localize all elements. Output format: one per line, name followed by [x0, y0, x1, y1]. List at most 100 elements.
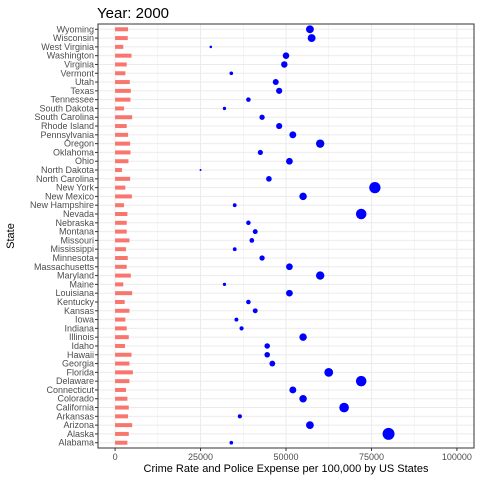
point: [316, 139, 325, 148]
point: [229, 440, 234, 445]
bar: [115, 71, 126, 76]
bar: [115, 88, 131, 93]
point: [252, 308, 258, 314]
x-axis: 0 25000 50000 75000 100000: [113, 448, 472, 462]
point: [232, 203, 237, 208]
y-tick-label: Connecticut: [46, 385, 94, 395]
bar: [115, 414, 129, 419]
bar: [115, 212, 128, 217]
bar: [115, 176, 131, 181]
y-tick-label: Georgia: [62, 359, 94, 369]
bar: [115, 387, 127, 392]
bar: [115, 379, 130, 384]
bar: [115, 220, 127, 225]
y-tick-label: Tennessee: [50, 95, 94, 105]
y-tick-label: Alabama: [58, 438, 94, 448]
bar: [115, 299, 125, 304]
point: [246, 97, 251, 102]
bar: [115, 106, 124, 111]
y-tick-label: New York: [56, 183, 95, 193]
point: [264, 343, 270, 349]
point: [222, 106, 227, 111]
y-tick-label: Iowa: [75, 315, 94, 325]
y-tick-label: Arkansas: [56, 411, 94, 421]
y-tick-label: Ohio: [75, 156, 94, 166]
point-series: [199, 25, 395, 445]
y-tick-label: Alaska: [67, 429, 94, 439]
bar: [115, 150, 131, 155]
bar: [115, 396, 128, 401]
point: [355, 375, 367, 387]
y-tick-label: Nebraska: [55, 218, 94, 228]
point: [306, 421, 314, 430]
bar: [115, 264, 127, 269]
point: [276, 87, 283, 94]
point: [289, 131, 297, 139]
point: [222, 282, 227, 287]
y-tick-label: Colorado: [57, 394, 94, 404]
point: [281, 61, 288, 68]
point: [289, 386, 297, 394]
point: [264, 351, 270, 358]
y-tick-label: North Carolina: [36, 174, 94, 184]
bar: [115, 194, 132, 199]
x-tick-label: 50000: [273, 452, 298, 462]
y-tick-label: California: [56, 403, 94, 413]
bar: [115, 36, 128, 41]
y-axis: AlabamaAlaskaArizonaArkansasCaliforniaCo…: [30, 24, 98, 448]
y-tick-label: Massachusetts: [34, 262, 95, 272]
point: [382, 427, 395, 440]
bar: [115, 431, 129, 436]
chart-title: Year: 2000: [97, 5, 169, 22]
bar: [115, 247, 127, 252]
y-tick-label: Missouri: [60, 235, 94, 245]
bar-series: [115, 27, 133, 445]
point: [232, 247, 237, 252]
x-tick-label: 25000: [188, 452, 213, 462]
point: [234, 317, 239, 322]
y-tick-label: Maine: [69, 279, 94, 289]
bar: [115, 343, 126, 348]
bar: [115, 44, 124, 49]
point: [209, 45, 213, 49]
bar: [115, 115, 133, 120]
point: [246, 220, 251, 226]
point: [252, 229, 258, 235]
point: [229, 71, 234, 76]
point: [237, 414, 242, 419]
point: [249, 238, 255, 243]
point: [257, 149, 263, 156]
point: [269, 360, 276, 367]
y-tick-label: Montana: [59, 227, 94, 237]
bar: [115, 97, 131, 102]
x-tick-label: 75000: [359, 452, 384, 462]
y-tick-label: Washington: [47, 51, 94, 61]
bar: [115, 185, 126, 190]
point: [272, 79, 279, 86]
bar: [115, 440, 128, 445]
bar: [115, 203, 124, 208]
bar: [115, 291, 133, 296]
bar: [115, 255, 128, 260]
y-tick-label: Utah: [75, 77, 94, 87]
bar: [115, 238, 130, 243]
bar: [115, 370, 133, 375]
y-tick-label: New Hampshire: [30, 200, 94, 210]
y-tick-label: South Dakota: [39, 103, 94, 113]
y-tick-label: Illinois: [69, 332, 95, 342]
bar: [115, 405, 129, 410]
y-tick-label: Delaware: [56, 376, 94, 386]
y-tick-label: Texas: [70, 86, 94, 96]
bar: [115, 27, 129, 32]
y-tick-label: Oklahoma: [53, 147, 94, 157]
point: [355, 208, 367, 220]
point: [199, 169, 202, 172]
point: [286, 263, 293, 271]
y-tick-label: Florida: [66, 367, 94, 377]
y-tick-label: Vermont: [60, 68, 94, 78]
bar: [115, 273, 131, 278]
x-axis-label: Crime Rate and Police Expense per 100,00…: [144, 463, 429, 475]
bar: [115, 141, 131, 146]
y-tick-label: Nevada: [63, 209, 94, 219]
point: [259, 255, 265, 261]
